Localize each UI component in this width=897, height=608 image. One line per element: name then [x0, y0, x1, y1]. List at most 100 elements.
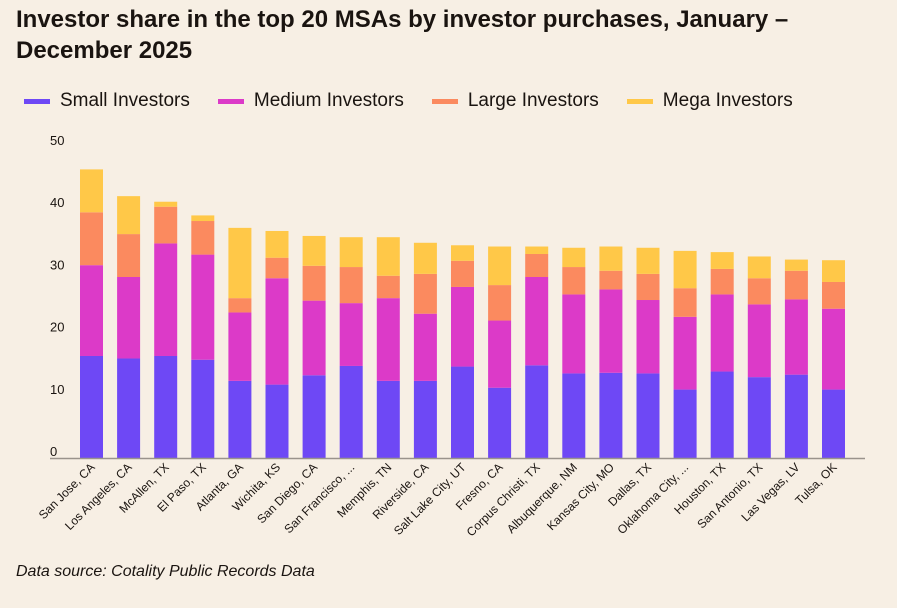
- bar-segment-small-investors: [784, 374, 808, 458]
- bar-segment-small-investors: [302, 375, 326, 458]
- bar-segment-large-investors: [302, 265, 326, 301]
- bar-segment-mega-investors: [562, 247, 586, 268]
- bar-segment-mega-investors: [710, 252, 734, 269]
- bar-segment-medium-investors: [822, 308, 845, 390]
- bar-segment-medium-investors: [525, 276, 549, 366]
- bar-segment-mega-investors: [413, 242, 437, 274]
- bar-segment-mega-investors: [747, 256, 771, 279]
- bar-segment-small-investors: [80, 355, 103, 458]
- bar-segment-mega-investors: [488, 246, 512, 286]
- bar-segment-medium-investors: [562, 294, 586, 374]
- legend-item-large: Large Investors: [431, 90, 599, 112]
- bar-segment-mega-investors: [451, 245, 474, 261]
- bar-segment-medium-investors: [154, 243, 178, 356]
- y-tick-label: 20: [50, 320, 64, 335]
- bar-segment-large-investors: [488, 285, 512, 321]
- legend-item-medium: Medium Investors: [217, 90, 404, 112]
- bar-segment-medium-investors: [117, 276, 141, 359]
- bar-segment-mega-investors: [302, 235, 326, 266]
- bar-segment-large-investors: [710, 268, 734, 295]
- data-source-note: Data source: Cotality Public Records Dat…: [16, 563, 315, 580]
- bar-segment-mega-investors: [339, 237, 363, 268]
- bar-segment-medium-investors: [747, 304, 771, 378]
- bar-segment-small-investors: [822, 389, 845, 458]
- bar-segment-large-investors: [339, 267, 363, 304]
- bar-segment-medium-investors: [339, 303, 363, 366]
- bar-segment-medium-investors: [784, 299, 808, 375]
- bar-segment-small-investors: [710, 371, 734, 458]
- bar-segment-small-investors: [191, 359, 215, 458]
- legend-label-mega: Mega Investors: [662, 90, 793, 111]
- bar-segment-small-investors: [747, 377, 771, 458]
- bar-segment-small-investors: [376, 380, 400, 458]
- bar-segment-small-investors: [451, 366, 474, 458]
- bar-segment-mega-investors: [673, 250, 697, 289]
- bar-segment-mega-investors: [599, 246, 623, 271]
- legend-swatch-large: [431, 98, 458, 104]
- bar-segment-large-investors: [599, 270, 623, 290]
- x-tick-label: Los Angeles, CA: [62, 460, 135, 533]
- bar-segment-medium-investors: [302, 300, 326, 376]
- bar-segment-mega-investors: [117, 196, 141, 235]
- bar-segment-medium-investors: [413, 313, 437, 381]
- bar-segment-small-investors: [599, 372, 623, 458]
- bar-segment-small-investors: [413, 380, 437, 458]
- bar-segment-medium-investors: [488, 320, 512, 388]
- bar-segment-small-investors: [488, 387, 512, 458]
- bar-segment-large-investors: [636, 273, 660, 301]
- legend-swatch-medium: [217, 98, 244, 104]
- legend-label-small: Small Investors: [60, 90, 190, 111]
- bar-segment-medium-investors: [265, 278, 289, 385]
- bar-segment-mega-investors: [822, 260, 845, 282]
- legend-swatch-mega: [626, 98, 653, 104]
- bar-segment-large-investors: [80, 212, 103, 266]
- y-tick-label: 0: [50, 444, 57, 459]
- y-tick-label: 10: [50, 382, 64, 397]
- bar-segment-mega-investors: [376, 237, 400, 276]
- bar-segment-small-investors: [117, 358, 141, 458]
- bar-segment-large-investors: [413, 273, 437, 314]
- bar-segment-medium-investors: [191, 254, 215, 360]
- bar-segment-mega-investors: [636, 247, 660, 274]
- bar-segment-small-investors: [636, 373, 660, 458]
- bar-segment-mega-investors: [784, 259, 808, 271]
- legend-swatch-small: [24, 98, 50, 104]
- bar-segment-large-investors: [562, 267, 586, 295]
- bar-segment-medium-investors: [376, 298, 400, 381]
- bar-segment-large-investors: [228, 298, 252, 313]
- legend: Small Investors Medium Investors Large I…: [24, 90, 793, 112]
- bar-segment-medium-investors: [710, 294, 734, 372]
- bar-segment-mega-investors: [228, 227, 252, 299]
- bar-segment-large-investors: [451, 260, 474, 287]
- bar-segment-mega-investors: [154, 201, 178, 207]
- bar-segment-large-investors: [822, 281, 845, 309]
- bar-segment-small-investors: [562, 373, 586, 458]
- bar-segment-small-investors: [339, 365, 363, 458]
- bar-segment-large-investors: [673, 288, 697, 317]
- y-tick-label: 30: [50, 257, 64, 272]
- bar-segment-medium-investors: [599, 289, 623, 373]
- bar-segment-small-investors: [154, 355, 178, 458]
- bar-segment-large-investors: [376, 275, 400, 299]
- bar-segment-large-investors: [154, 206, 178, 244]
- bar-segment-large-investors: [784, 270, 808, 300]
- bar-segment-large-investors: [747, 278, 771, 305]
- legend-item-mega: Mega Investors: [626, 90, 793, 112]
- x-tick-label: Kansas City, MO: [544, 460, 617, 533]
- legend-label-large: Large Investors: [467, 90, 599, 111]
- bar-segment-medium-investors: [636, 300, 660, 374]
- bar-segment-large-investors: [265, 257, 289, 279]
- x-tick-label: San Antonio, TX: [694, 460, 765, 531]
- legend-label-medium: Medium Investors: [253, 90, 404, 111]
- bar-segment-large-investors: [525, 253, 549, 277]
- bar-segment-medium-investors: [451, 286, 474, 367]
- bar-segment-small-investors: [525, 365, 549, 458]
- bar-segment-mega-investors: [265, 230, 289, 258]
- bar-segment-medium-investors: [80, 265, 103, 356]
- y-tick-label: 40: [50, 195, 64, 210]
- bar-segment-small-investors: [228, 380, 252, 458]
- bar-segment-mega-investors: [525, 246, 549, 254]
- bar-segment-small-investors: [265, 384, 289, 458]
- y-tick-label: 50: [50, 133, 64, 148]
